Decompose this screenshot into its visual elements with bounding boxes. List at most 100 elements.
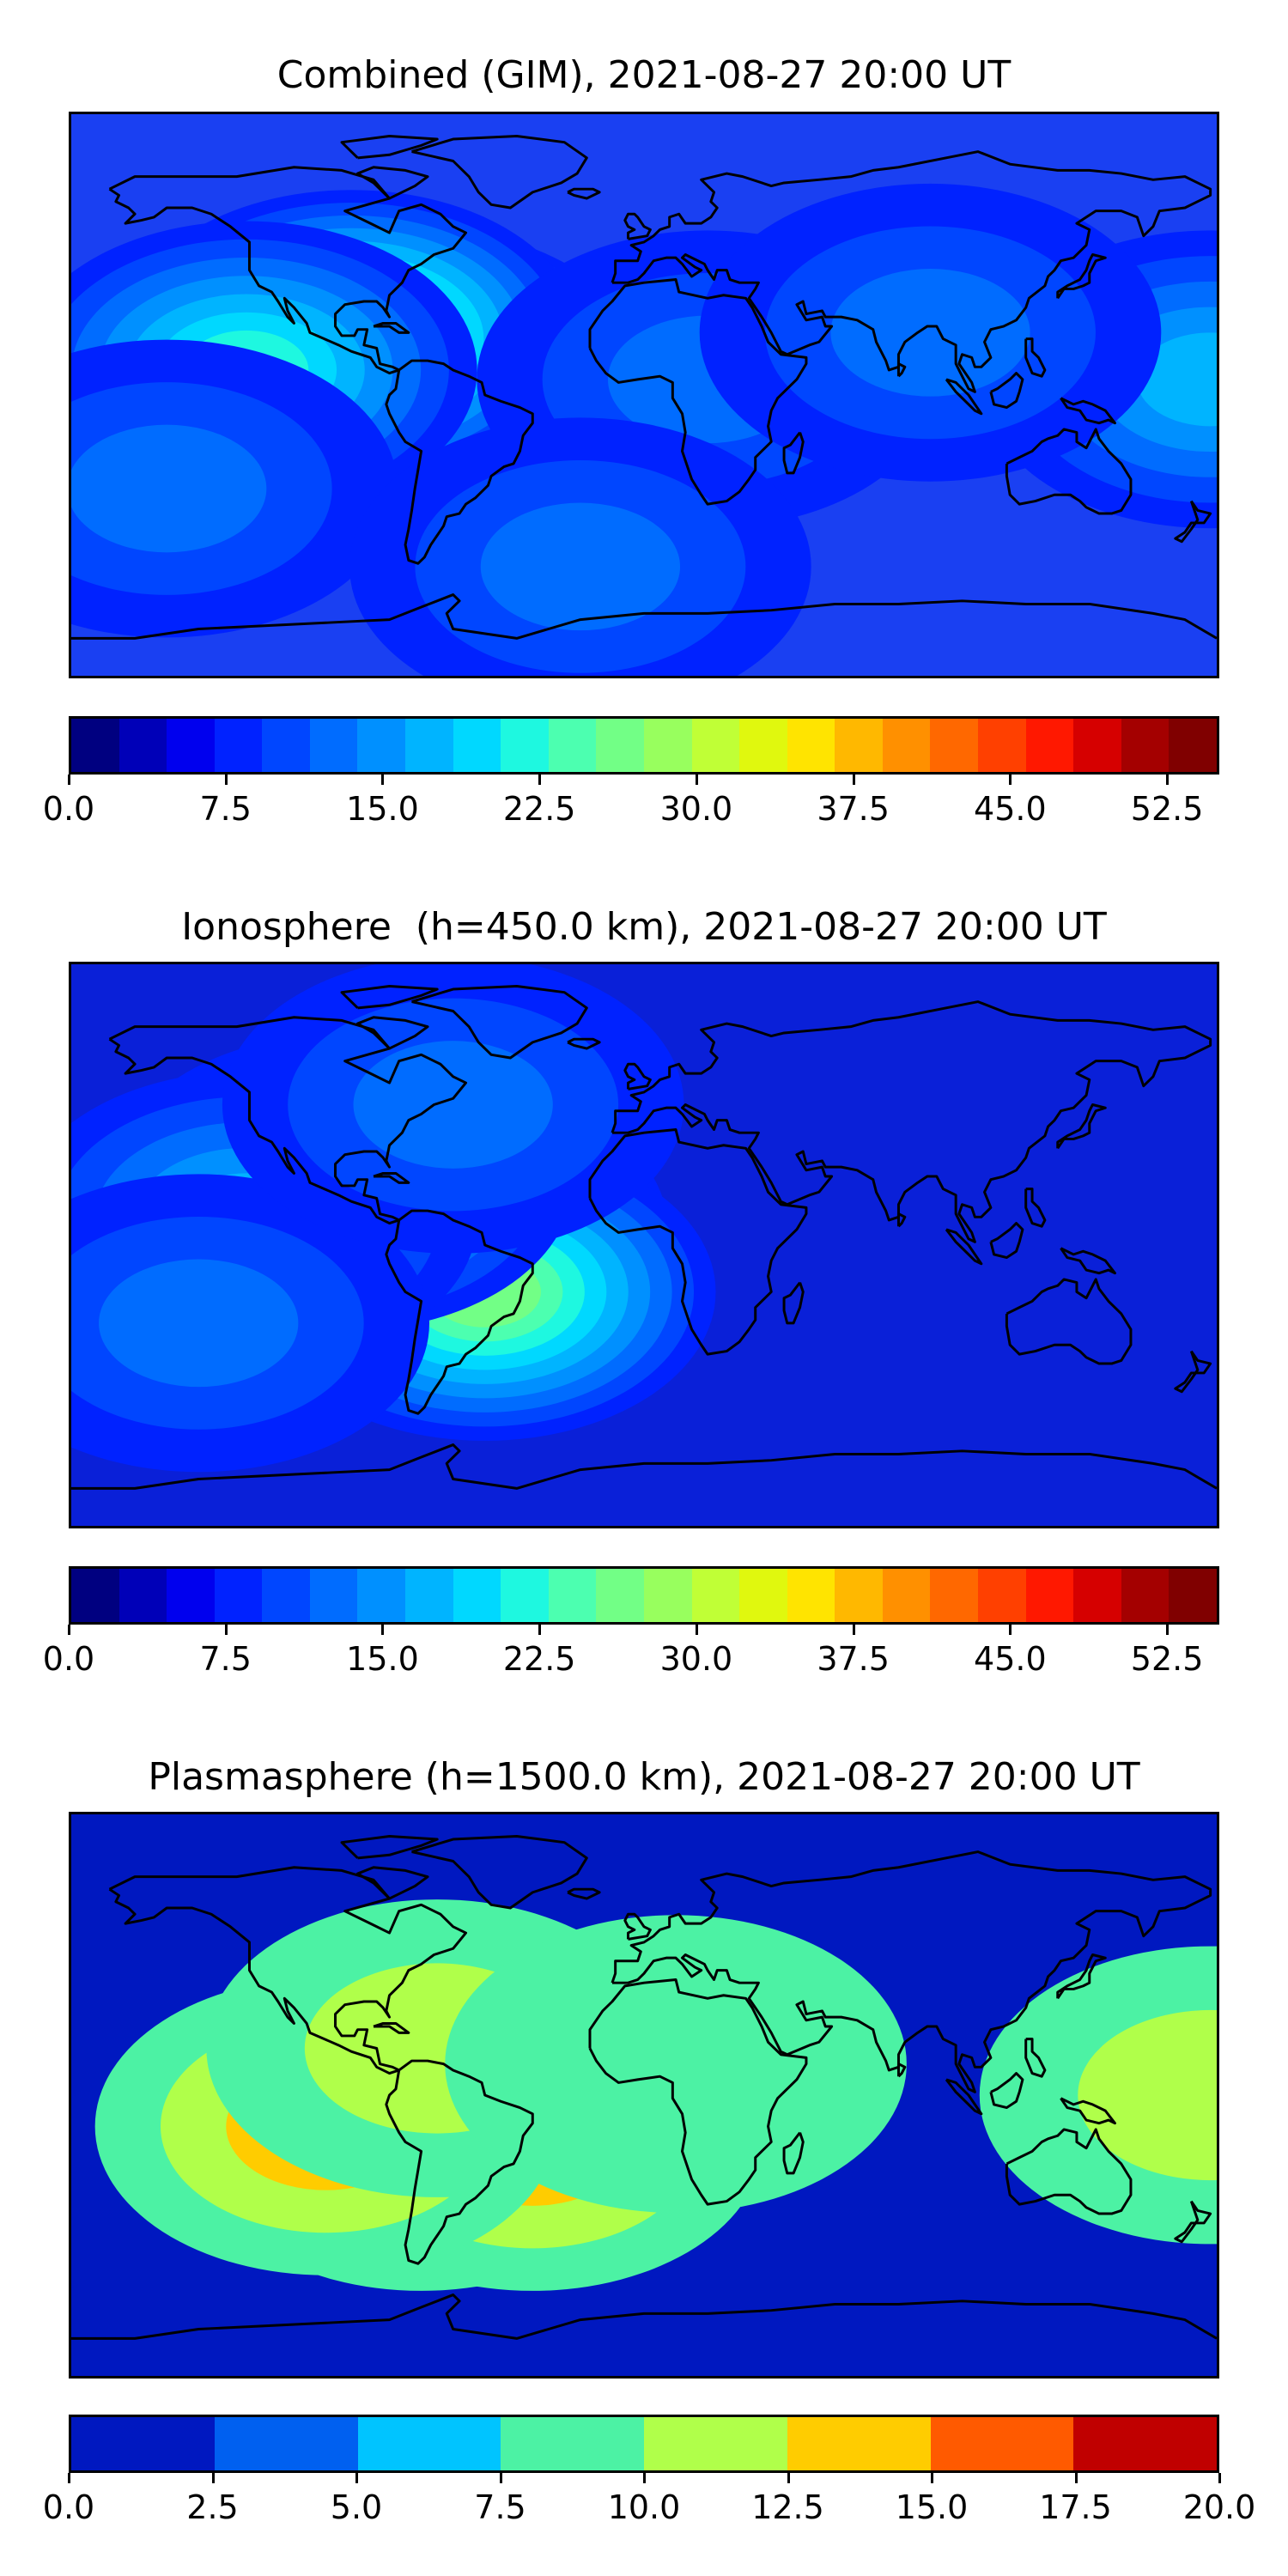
coastline-madagascar <box>782 431 805 475</box>
panel-1-colorbar <box>69 716 1219 775</box>
colorbar-segment <box>977 1569 1026 1622</box>
colorbar-segment <box>501 2417 644 2470</box>
coastline-new-zealand <box>1174 2200 1212 2244</box>
colorbar-tick <box>852 775 855 785</box>
contour-level <box>480 502 681 631</box>
colorbar-segment <box>835 719 883 772</box>
colorbar-segment <box>71 1569 119 1622</box>
colorbar-tick <box>787 2473 790 2483</box>
colorbar-segment <box>357 719 406 772</box>
colorbar-tick-label: 0.0 <box>42 1640 95 1678</box>
colorbar-segment <box>1169 1569 1217 1622</box>
colorbar-tick-label: 12.5 <box>751 2488 824 2526</box>
colorbar-tick <box>355 2473 358 2483</box>
colorbar-tick-label: 0.0 <box>42 790 95 828</box>
colorbar-segment <box>643 1569 692 1622</box>
colorbar-segment <box>262 1569 310 1622</box>
colorbar-segment <box>1169 719 1217 772</box>
colorbar-segment <box>501 719 549 772</box>
colorbar-segment <box>453 719 501 772</box>
colorbar-tick-label: 17.5 <box>1039 2488 1112 2526</box>
colorbar-tick <box>695 775 698 785</box>
coastline-antarctica <box>71 1443 1217 1490</box>
colorbar-segment <box>71 719 119 772</box>
coastline-north-america <box>108 1866 468 2075</box>
colorbar-tick-label: 7.5 <box>474 2488 526 2526</box>
coastline-cuba <box>373 321 410 334</box>
coastline-ellesmere <box>340 1834 439 1860</box>
colorbar-segment <box>214 719 263 772</box>
colorbar-tick <box>224 1625 228 1635</box>
colorbar-tick-label: 2.5 <box>186 2488 239 2526</box>
coastline-greenland <box>411 1834 588 1910</box>
colorbar-segment <box>1073 1569 1121 1622</box>
colorbar-segment <box>882 1569 931 1622</box>
panel-1-title: Combined (GIM), 2021-08-27 20:00 UT <box>276 53 1012 97</box>
panel-2-colorbar <box>69 1566 1219 1625</box>
coastline-new-zealand <box>1174 1350 1212 1394</box>
colorbar-segment <box>357 2417 501 2470</box>
coastline-north-america <box>108 1016 468 1225</box>
coastline-madagascar <box>782 1281 805 1325</box>
coastline-baffin <box>356 166 429 200</box>
colorbar-tick <box>643 2473 646 2483</box>
coastline-antarctica <box>71 593 1217 640</box>
colorbar-tick-label: 52.5 <box>1130 790 1204 828</box>
colorbar-segment <box>167 719 215 772</box>
colorbar-tick-label: 7.5 <box>199 1640 252 1678</box>
colorbar-segment <box>787 719 835 772</box>
panel-2-title: Ionosphere (h=450.0 km), 2021-08-27 20:0… <box>181 905 1107 949</box>
contour-level <box>1078 2009 1217 2181</box>
colorbar-segment <box>501 1569 549 1622</box>
panel-2-map-svg <box>71 964 1217 1526</box>
colorbar-segment <box>977 719 1026 772</box>
coastline-japan <box>1056 1953 1107 2000</box>
coastline-new-guinea <box>1060 1247 1116 1275</box>
coastline-antarctica <box>71 2293 1217 2340</box>
colorbar-segment <box>309 1569 358 1622</box>
colorbar-segment <box>835 1569 883 1622</box>
coastline-eurasia <box>611 1000 1212 1243</box>
coastline-cuba <box>373 1171 410 1184</box>
colorbar-tick-label: 37.5 <box>817 1640 890 1678</box>
coastline-uk <box>623 1062 652 1091</box>
coastline-australia <box>1005 2128 1133 2215</box>
colorbar-tick-label: 45.0 <box>974 790 1047 828</box>
colorbar-tick-label: 22.5 <box>502 1640 576 1678</box>
coastline-philippines <box>1024 1188 1047 1228</box>
colorbar-tick-label: 30.0 <box>659 790 733 828</box>
coastline-sri-lanka <box>896 1212 907 1228</box>
colorbar-segment <box>787 2417 931 2470</box>
colorbar-tick-label: 20.0 <box>1182 2488 1256 2526</box>
colorbar-tick-label: 37.5 <box>817 790 890 828</box>
colorbar-tick <box>499 2473 502 2483</box>
panel-2-colorbar-ticks: 0.0 7.5 15.0 22.5 30.0 37.5 45.0 52.5 <box>43 1625 1219 1678</box>
colorbar-segment <box>309 719 358 772</box>
colorbar-tick <box>931 2473 933 2483</box>
coastline-australia <box>1005 1278 1133 1365</box>
colorbar-segment <box>357 1569 406 1622</box>
panel-2-map <box>69 962 1219 1528</box>
colorbar-tick <box>1074 2473 1078 2483</box>
coastline-ellesmere <box>340 134 439 160</box>
colorbar-segment <box>691 1569 740 1622</box>
coastline-cuba <box>373 2021 410 2034</box>
coastline-eurasia <box>611 1850 1212 2093</box>
colorbar-segment <box>71 2417 215 2470</box>
colorbar-segment <box>691 719 740 772</box>
coastline-uk <box>623 1912 652 1941</box>
colorbar-tick <box>1166 1625 1170 1635</box>
coastline-baffin <box>356 1866 429 1900</box>
panel-1-map-svg <box>71 114 1217 676</box>
colorbar-segment <box>930 2417 1074 2470</box>
colorbar-segment <box>643 719 692 772</box>
contour-level <box>71 424 267 553</box>
colorbar-tick <box>538 1625 542 1635</box>
colorbar-segment <box>739 1569 787 1622</box>
colorbar-tick <box>1218 2473 1221 2483</box>
coastline-baffin <box>356 1016 429 1050</box>
panel-1-map <box>69 112 1219 678</box>
colorbar-segment <box>262 719 310 772</box>
colorbar-segment <box>118 1569 167 1622</box>
coastline-sri-lanka <box>896 362 907 378</box>
